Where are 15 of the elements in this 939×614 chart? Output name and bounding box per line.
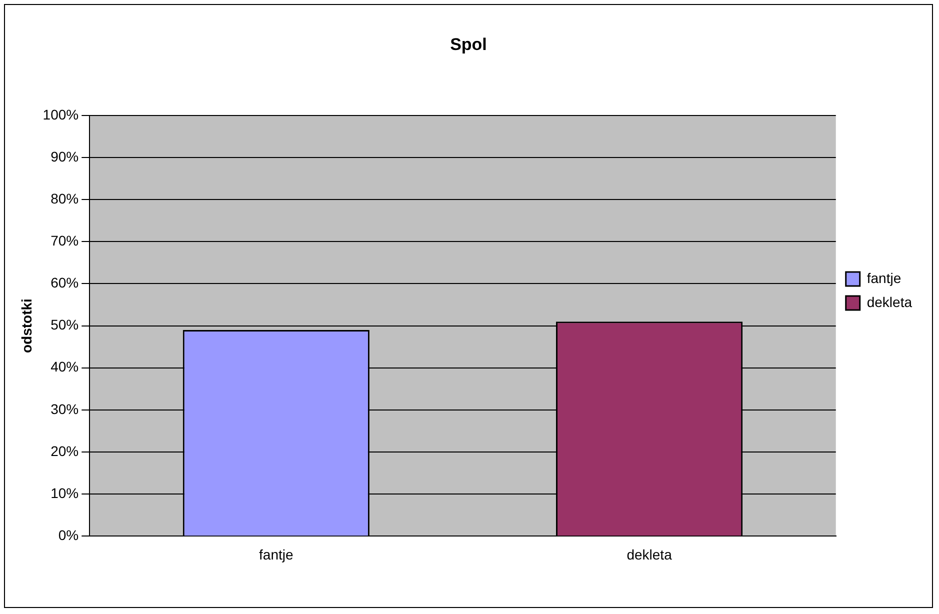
y-tick-label: 70% xyxy=(50,232,79,248)
y-tick-label: 60% xyxy=(50,274,79,291)
y-tick-label: 0% xyxy=(58,527,79,544)
chart-title: Spol xyxy=(450,34,487,54)
y-tick-label: 10% xyxy=(50,484,79,501)
y-tick-label: 80% xyxy=(50,190,79,206)
y-tick-label: 30% xyxy=(50,400,79,417)
y-axis-title: odstotki xyxy=(18,298,34,354)
y-tick-label: 90% xyxy=(50,148,79,164)
y-tick-label: 20% xyxy=(50,442,79,459)
y-tick-label: 100% xyxy=(42,106,79,122)
y-tick-label: 50% xyxy=(50,316,79,333)
legend-label: dekleta xyxy=(866,294,912,310)
y-tick-label: 40% xyxy=(50,358,79,375)
legend-label: fantje xyxy=(866,270,902,286)
